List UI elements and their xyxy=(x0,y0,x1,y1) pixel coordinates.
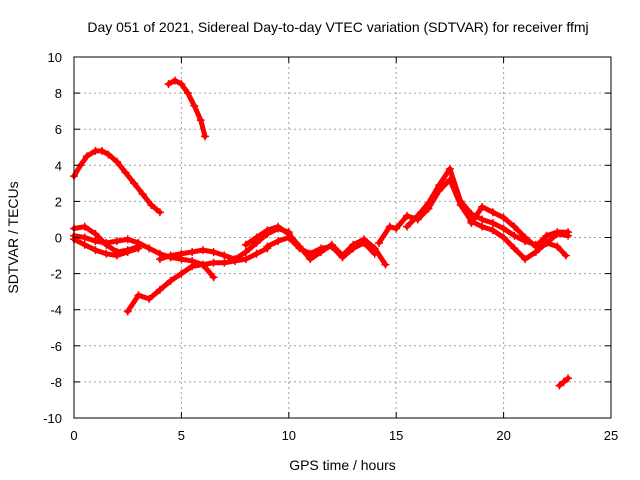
data-point xyxy=(370,249,379,258)
series-segment xyxy=(404,213,421,230)
series-arc-a xyxy=(70,146,164,217)
data-point xyxy=(381,260,390,269)
series-segment xyxy=(376,224,393,246)
y-tick-label: 4 xyxy=(55,158,62,173)
series-segment xyxy=(533,233,550,250)
y-tick-label: 0 xyxy=(55,231,62,246)
data-point xyxy=(209,273,218,282)
series-arc-b xyxy=(164,76,210,141)
series-arc-f xyxy=(123,244,272,316)
series-segment xyxy=(501,235,517,251)
series-segment xyxy=(125,292,141,315)
series-arc-l xyxy=(467,202,573,251)
series-segment xyxy=(447,166,464,204)
x-tick-label: 15 xyxy=(389,428,403,443)
data-point xyxy=(155,208,164,217)
series-segment xyxy=(425,182,442,206)
y-tick-label: -6 xyxy=(50,339,62,354)
series-segment xyxy=(254,245,270,257)
data-point xyxy=(561,251,570,260)
series-segment xyxy=(415,200,431,219)
y-axis-label: SDTVAR / TECUs xyxy=(5,181,21,293)
y-tick-label: 2 xyxy=(55,194,62,209)
data-point xyxy=(564,374,573,383)
series-segment xyxy=(361,240,378,257)
series-segment xyxy=(436,166,453,188)
chart-title: Day 051 of 2021, Sidereal Day-to-day VTE… xyxy=(87,19,588,35)
series-segment xyxy=(415,206,431,222)
x-tick-label: 5 xyxy=(178,428,185,443)
series-arc-d xyxy=(70,235,143,260)
data-points xyxy=(70,76,573,390)
series-segment xyxy=(468,204,485,226)
series-arc-i xyxy=(263,233,379,262)
series-segment xyxy=(148,202,163,215)
series-segment xyxy=(554,244,569,259)
y-tick-label: -4 xyxy=(50,303,62,318)
axis-ticks: 0 5 10 15 20 25 -10 -8 -6 -4 -2 0 2 4 6 8 10 xyxy=(43,50,618,443)
y-tick-label: 8 xyxy=(55,86,62,101)
x-tick-label: 25 xyxy=(604,428,618,443)
y-tick-label: -8 xyxy=(50,375,62,390)
series-segment xyxy=(425,188,442,212)
series-arc-m xyxy=(555,374,573,390)
series-segment xyxy=(393,213,410,231)
y-tick-label: -2 xyxy=(50,267,62,282)
series-segment xyxy=(191,103,204,123)
x-tick-label: 0 xyxy=(70,428,77,443)
series-segment xyxy=(329,244,345,260)
data-point xyxy=(564,228,573,237)
data-point xyxy=(201,132,210,141)
series-segment xyxy=(511,245,528,262)
series-segment xyxy=(458,202,474,224)
y-tick-label: -10 xyxy=(43,411,62,426)
x-tick-label: 20 xyxy=(496,428,510,443)
y-tick-label: 10 xyxy=(48,50,62,65)
x-tick-label: 10 xyxy=(282,428,296,443)
series-segment xyxy=(286,235,303,251)
x-axis-label: GPS time / hours xyxy=(289,457,396,473)
y-tick-label: 6 xyxy=(55,122,62,137)
grid-lines xyxy=(74,57,611,418)
series-segment xyxy=(458,198,474,217)
series-segment xyxy=(372,245,388,268)
series-segment xyxy=(511,224,528,240)
